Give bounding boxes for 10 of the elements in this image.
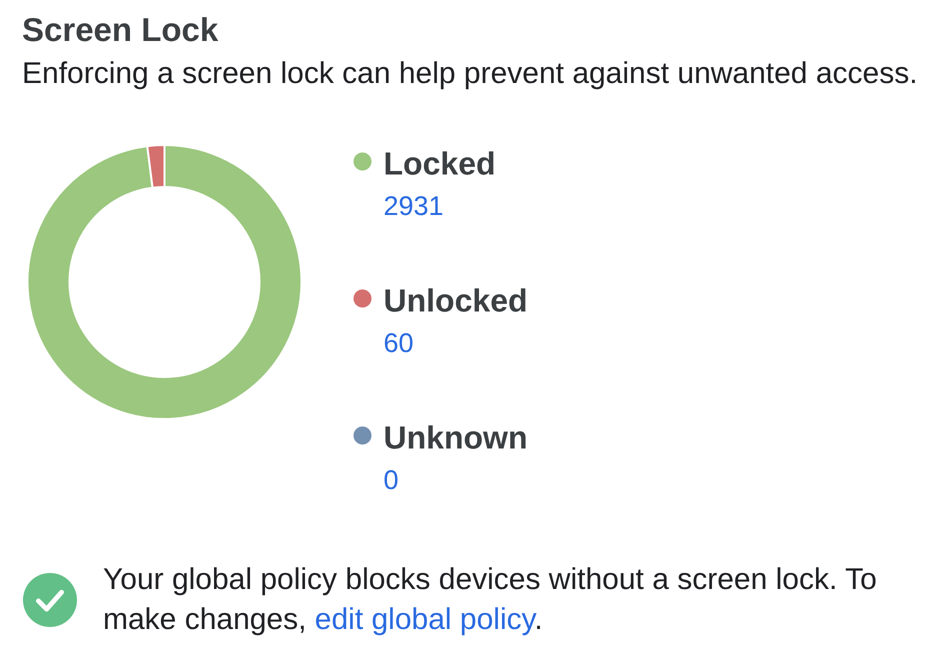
chart-title: Screen Lock xyxy=(22,10,218,50)
data-label: 2931 xyxy=(384,191,444,221)
legend-label: Unlocked xyxy=(384,282,528,318)
legend-label: Unknown xyxy=(384,420,528,456)
text: 0 xyxy=(384,465,399,495)
text: . xyxy=(534,603,543,636)
data-label: 60 xyxy=(384,328,414,358)
legend-label: Locked xyxy=(384,146,496,182)
chart-subtitle: Enforcing a screen lock can help prevent against unwanted access. xyxy=(22,56,918,92)
text: edit global policy xyxy=(314,603,534,636)
